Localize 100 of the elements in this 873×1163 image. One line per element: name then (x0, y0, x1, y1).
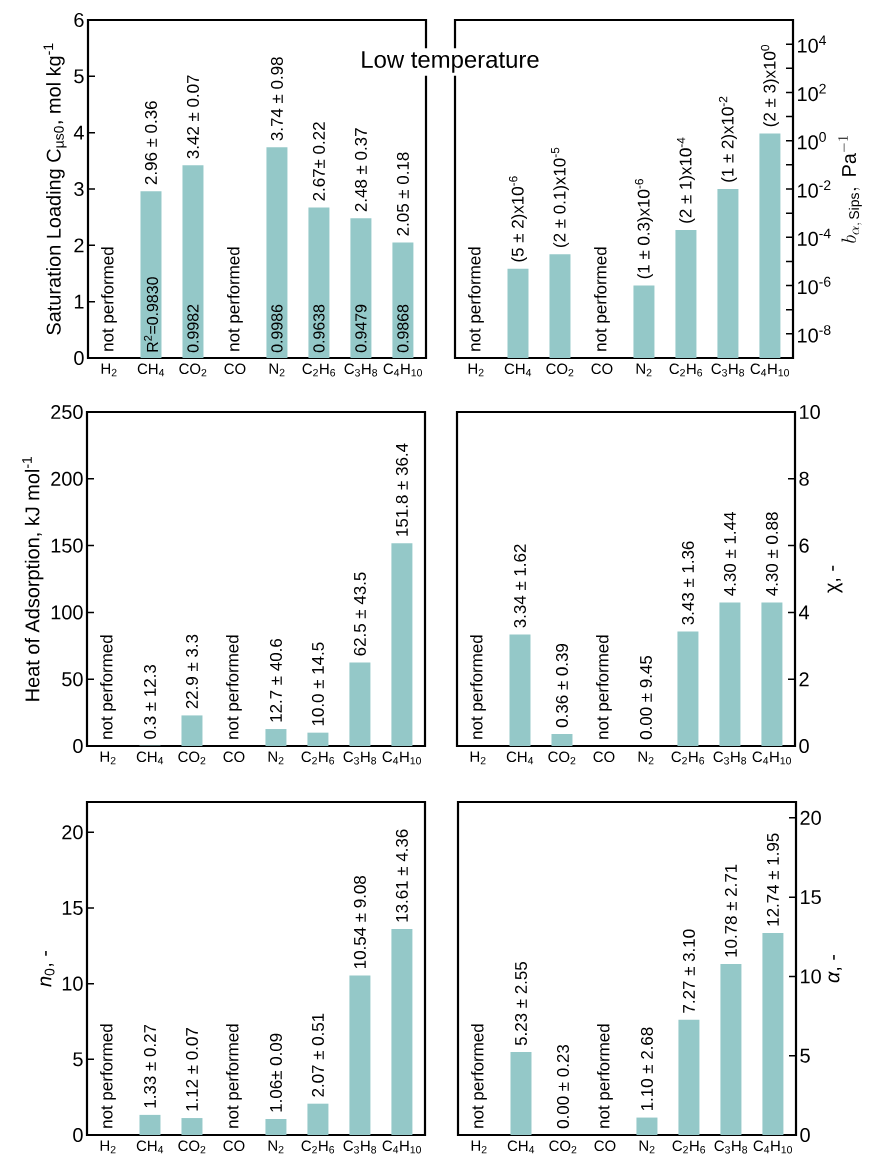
y-tick-label: 50 (62, 672, 83, 687)
y-tick-label: 5 (74, 69, 84, 84)
y-tick-label: 250 (51, 404, 83, 420)
data-label: 0.36 ± 0.39 (555, 643, 568, 728)
x-tick-label: CO$_{2}$ (549, 1140, 577, 1154)
x-tick-label: C$_{4}$H$_{10}$ (753, 1140, 793, 1154)
x-tick-label: H$_{2}$ (101, 363, 117, 377)
data-label: (1 ± 2)x10$^{-2}$ (718, 96, 737, 182)
bar (349, 975, 371, 1136)
text: not performed (101, 247, 117, 351)
x-tick-label: CO (223, 751, 245, 763)
data-label: 1.10 ± 2.68 (640, 1027, 653, 1111)
y2-tick-label: 2 (799, 672, 809, 687)
y2-tick-label: 10$^{-6}$ (798, 276, 831, 295)
y-tick-label: 4 (73, 125, 84, 140)
x-tick-label: C$_{2}$H$_{6}$ (669, 363, 703, 377)
annotation: 0.9868 (397, 304, 409, 353)
x-tick-label: CO$_{2}$ (178, 751, 206, 765)
y-axis-title: n$_{0}$, - (40, 950, 55, 987)
y-tick-label: 0 (73, 1127, 83, 1143)
x-tick-label: N$_{2}$ (268, 751, 284, 765)
bar (181, 715, 203, 747)
y2-tick-label: 10$^{-4}$ (798, 228, 831, 246)
y2-tick-label: 10$^{4}$ (798, 35, 827, 53)
y2-tick-label: 5 (800, 1048, 810, 1063)
y2-axis-title: χ, - (827, 565, 843, 593)
bar (391, 543, 413, 747)
data-label: 2.96 ± 0.36 (144, 101, 157, 185)
x-tick-label: N$_{2}$ (269, 363, 285, 377)
y2-tick-label: 6 (799, 538, 809, 553)
bar (510, 1052, 532, 1136)
y2-tick-label: 8 (799, 471, 809, 486)
bar (139, 1114, 161, 1136)
x-tick-label: C$_{2}$H$_{6}$ (672, 1140, 706, 1154)
x-tick-label: H$_{2}$ (100, 1140, 116, 1154)
text: not performed (227, 247, 243, 351)
x-tick-label: C$_{4}$H$_{10}$ (750, 363, 790, 377)
x-tick-label: CH$_{4}$ (504, 363, 532, 377)
bar (509, 634, 531, 747)
x-tick-label: CO (223, 1140, 245, 1152)
text: not performed (596, 635, 612, 739)
data-label: 12.74 ± 1.95 (766, 833, 779, 926)
bar (720, 964, 742, 1136)
x-tick-label: CH$_{4}$ (137, 363, 165, 377)
bar (182, 165, 204, 358)
y2-tick-label: 10 (800, 404, 820, 420)
bar (350, 218, 372, 358)
text: not performed (594, 247, 610, 351)
x-tick-label: CH$_{4}$ (136, 751, 164, 765)
bar (140, 191, 162, 358)
x-tick-label: C$_{2}$H$_{6}$ (301, 751, 335, 765)
y2-tick-label: 10$^{-8}$ (798, 325, 831, 343)
y2-axis-title: α, - (828, 954, 842, 983)
data-label: 1.12 ± 0.07 (185, 1028, 198, 1111)
data-label: 0.3 ± 12.3 (143, 664, 156, 739)
data-label: 3.34 ± 1.62 (513, 544, 526, 628)
y2-tick-label: 10 (801, 969, 821, 984)
y-tick-label: 150 (51, 538, 83, 553)
data-label: 7.27 ± 3.10 (682, 929, 695, 1013)
bar (308, 207, 330, 358)
y-tick-label: 20 (62, 825, 83, 840)
data-label: 12.7 ± 40.6 (269, 638, 282, 722)
y2-tick-label: 0 (799, 738, 809, 754)
x-tick-label: N$_{2}$ (638, 751, 654, 765)
x-tick-label: CO$_{2}$ (178, 1140, 206, 1154)
x-tick-label: CH$_{4}$ (507, 1140, 535, 1154)
x-tick-label: H$_{2}$ (468, 363, 484, 377)
data-label: (5 ± 2)x10$^{-6}$ (508, 176, 527, 262)
y-tick-label: 200 (51, 471, 83, 486)
bar (551, 733, 573, 747)
y2-tick-label: 10$^{0}$ (798, 131, 826, 150)
x-tick-label: H$_{2}$ (470, 751, 486, 765)
x-tick-label: C$_{4}$H$_{10}$ (382, 751, 422, 765)
y-tick-label: 6 (74, 12, 84, 28)
bar (349, 662, 371, 747)
x-tick-label: C$_{3}$H$_{8}$ (343, 1140, 377, 1154)
data-label: 2.07 ± 0.51 (311, 1013, 324, 1097)
bar (265, 1118, 287, 1136)
data-label: 2.05 ± 0.18 (396, 152, 409, 236)
y2-tick-label: 20 (800, 810, 821, 825)
y-tick-label: 15 (62, 901, 83, 915)
text: not performed (100, 1024, 116, 1128)
x-tick-label: N$_{2}$ (268, 1140, 284, 1154)
x-tick-label: CO (224, 363, 246, 375)
data-label: 62.5 ± 43.5 (353, 572, 366, 656)
data-label: 1.06± 0.09 (269, 1033, 282, 1112)
data-label: 1.33 ± 0.27 (143, 1024, 156, 1108)
bar (307, 732, 329, 747)
y2-axis-title: $b_{\alpha,\,\mathrm{Sips}},\ \mathrm{Pa}^{-1}$ (838, 136, 862, 243)
data-label: 3.42 ± 0.07 (186, 75, 199, 159)
text: not performed (471, 1024, 487, 1128)
x-tick-label: CO (591, 363, 613, 375)
bar (307, 1103, 329, 1136)
x-tick-label: C$_{3}$H$_{8}$ (344, 363, 378, 377)
data-label: 4.30 ± 0.88 (765, 512, 778, 596)
y-tick-label: 10 (62, 976, 83, 991)
text: not performed (226, 635, 242, 739)
y-tick-label: 5 (73, 1052, 83, 1067)
y-axis-title: Saturation Loading C$_{µs0}$, mol kg$^{-1}$ (43, 43, 67, 335)
x-tick-label: CH$_{4}$ (506, 751, 534, 765)
